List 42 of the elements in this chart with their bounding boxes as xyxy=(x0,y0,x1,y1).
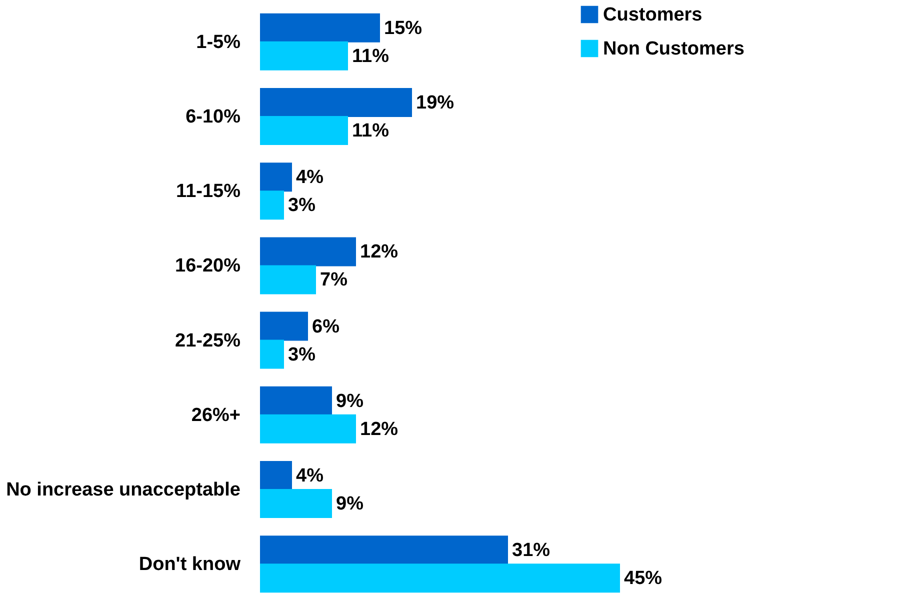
data-label: 9% xyxy=(336,493,364,514)
bar xyxy=(260,536,508,565)
bar xyxy=(260,488,332,518)
data-label: 15% xyxy=(384,18,422,39)
y-tick-label: 26%+ xyxy=(191,404,240,426)
data-label: 7% xyxy=(320,270,348,291)
data-label: 11% xyxy=(352,46,390,67)
bar xyxy=(260,41,348,70)
bar xyxy=(260,13,380,42)
bar xyxy=(260,414,356,444)
data-label: 12% xyxy=(360,242,398,263)
data-label: 4% xyxy=(296,167,324,188)
y-tick-label: 16-20% xyxy=(175,256,241,277)
y-tick-label: Don't know xyxy=(138,554,241,576)
bar xyxy=(260,460,292,490)
bar xyxy=(260,386,332,416)
data-label: 31% xyxy=(512,540,550,562)
data-label: 11% xyxy=(352,120,390,142)
bar xyxy=(260,312,308,341)
data-label: 12% xyxy=(360,418,398,440)
bar xyxy=(260,162,292,192)
data-label: 45% xyxy=(624,568,662,590)
bar xyxy=(260,237,356,266)
legend-label: Customers xyxy=(603,4,702,26)
bar xyxy=(260,564,620,593)
y-tick-label: 6-10% xyxy=(186,106,241,128)
data-label: 4% xyxy=(296,465,324,486)
y-tick-label: 1-5% xyxy=(196,32,241,53)
data-label: 19% xyxy=(416,92,454,114)
bar xyxy=(260,340,284,369)
data-label: 3% xyxy=(288,195,316,216)
bar xyxy=(260,190,284,220)
bar xyxy=(260,265,316,294)
bar xyxy=(260,116,348,146)
y-tick-label: No increase unacceptable xyxy=(6,479,240,500)
legend-label: Non Customers xyxy=(603,38,744,60)
y-tick-label: 21-25% xyxy=(175,330,241,352)
bar xyxy=(260,88,412,118)
y-tick-label: 11-15% xyxy=(176,181,241,202)
data-label: 3% xyxy=(288,344,316,366)
data-label: 6% xyxy=(312,316,340,338)
data-label: 9% xyxy=(336,390,364,412)
